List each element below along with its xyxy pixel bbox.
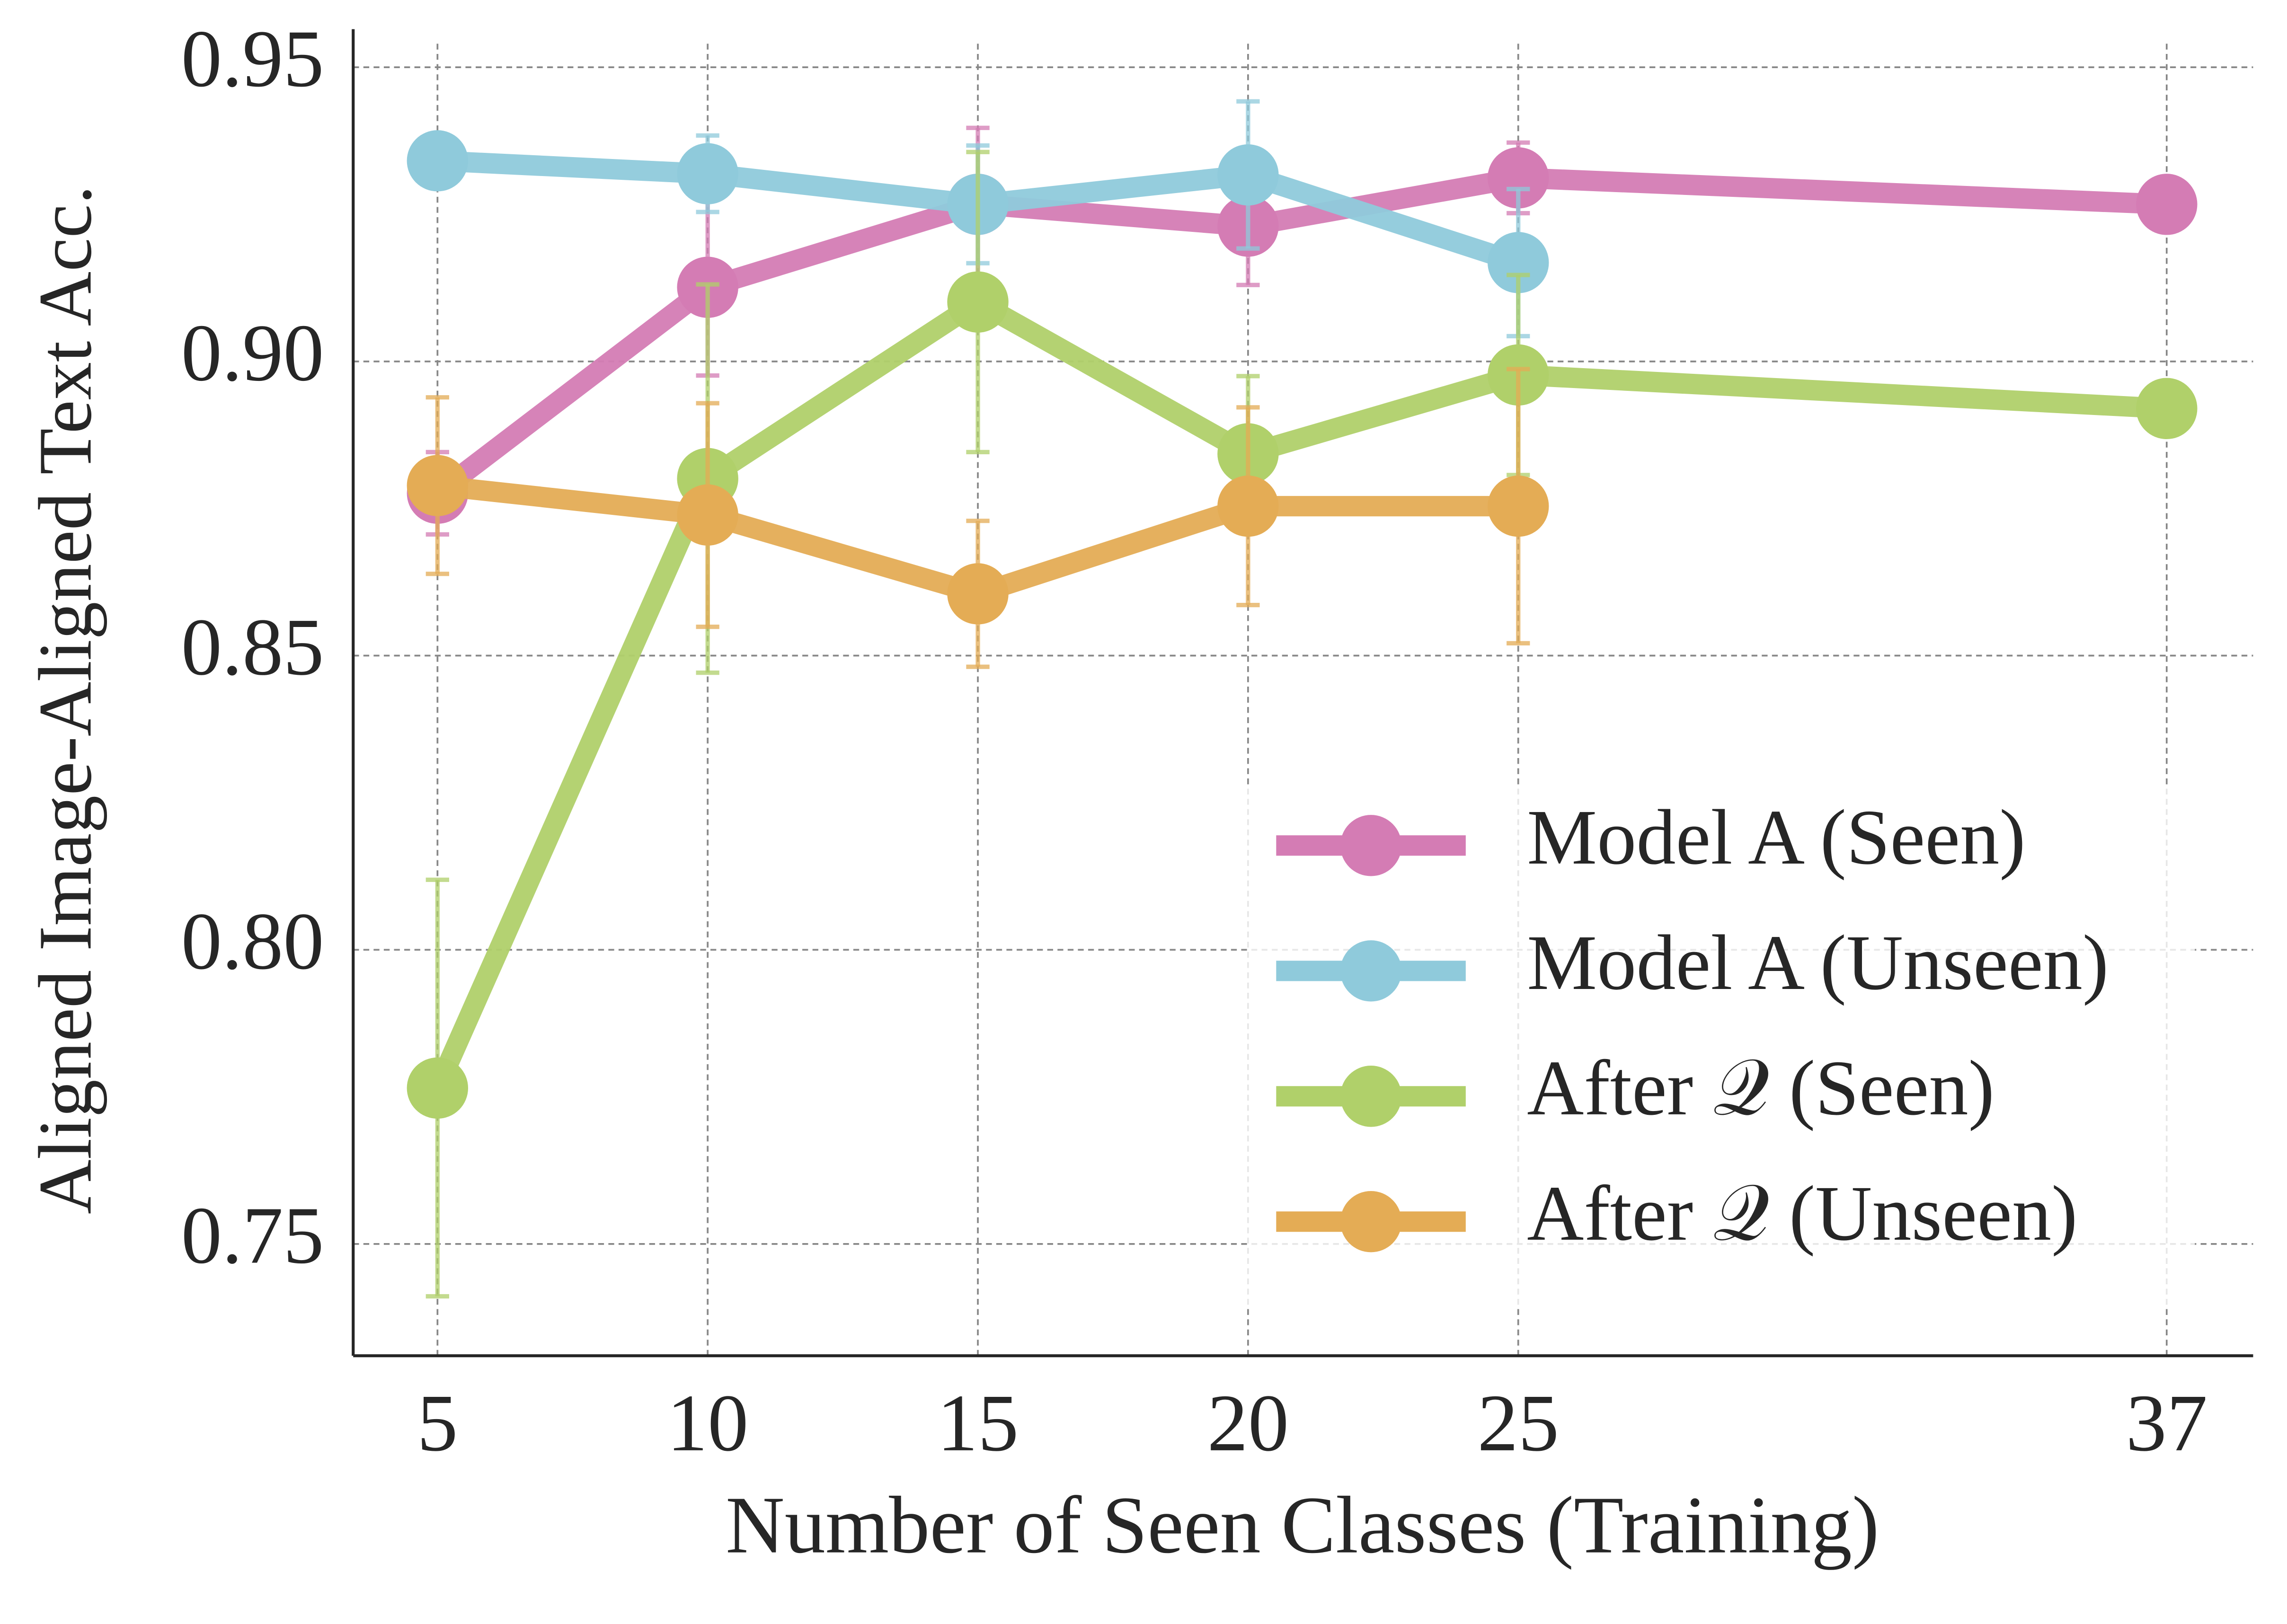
x-axis-label: Number of Seen Classes (Training) <box>726 1480 1879 1571</box>
x-tick-label: 15 <box>937 1378 1019 1468</box>
series-line <box>428 291 2167 1093</box>
legend-label: After 𝒬 (Seen) <box>1527 1044 1994 1131</box>
legend-marker <box>1340 815 1402 876</box>
y-tick-label: 0.75 <box>181 1190 324 1280</box>
legend-label: Model A (Unseen) <box>1527 919 2109 1006</box>
marker <box>1488 476 1549 537</box>
x-tick-label: 20 <box>1207 1378 1289 1468</box>
x-tick-label: 25 <box>1477 1378 1559 1468</box>
y-axis-label: Aligned Image-Aligned Text Acc. <box>23 185 107 1214</box>
y-tick-label: 0.80 <box>181 896 324 987</box>
marker <box>407 455 469 516</box>
x-tick-label: 37 <box>2126 1378 2208 1468</box>
legend-label: Model A (Seen) <box>1527 794 2025 881</box>
y-tick-label: 0.95 <box>181 14 324 104</box>
legend-marker <box>1340 940 1402 1002</box>
y-tick-label: 0.90 <box>181 308 324 398</box>
marker <box>2136 378 2198 440</box>
marker <box>407 1057 469 1119</box>
x-tick-label: 5 <box>417 1378 458 1468</box>
marker <box>2136 174 2198 235</box>
legend-label: After 𝒬 (Unseen) <box>1527 1170 2077 1257</box>
marker <box>407 130 469 192</box>
marker <box>677 143 738 204</box>
marker <box>1217 476 1279 537</box>
marker <box>677 484 738 546</box>
y-tick-label: 0.85 <box>181 602 324 692</box>
x-tick-label: 10 <box>667 1378 749 1468</box>
series-line <box>431 168 2167 502</box>
marker <box>1488 147 1549 209</box>
marker <box>1488 232 1549 293</box>
marker <box>947 563 1009 625</box>
legend-marker <box>1340 1066 1402 1127</box>
marker <box>947 271 1009 333</box>
legend-marker <box>1340 1191 1402 1253</box>
marker <box>1217 144 1279 206</box>
